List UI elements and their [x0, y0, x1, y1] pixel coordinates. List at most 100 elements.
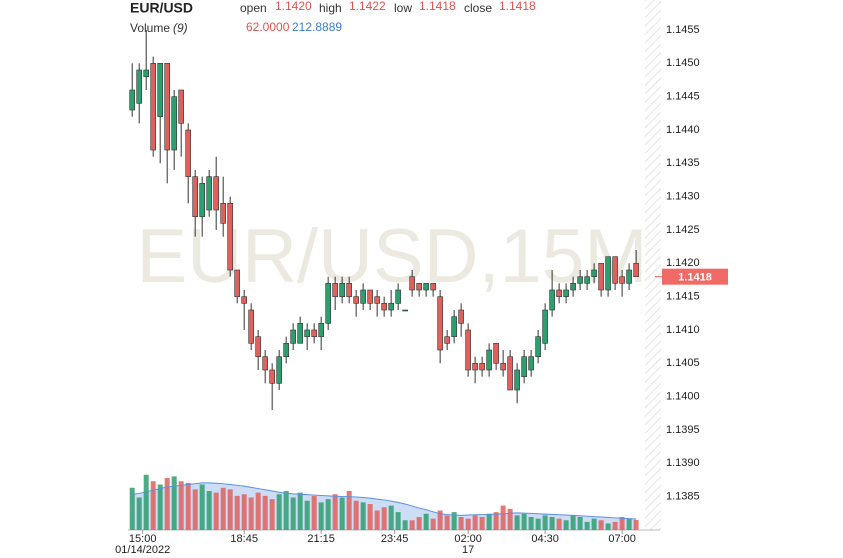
- volume-bar: [241, 494, 247, 530]
- volume-bar: [493, 512, 499, 530]
- y-tick-label: 1.1450: [666, 57, 700, 69]
- volume-bar: [269, 499, 275, 530]
- candle-body: [213, 176, 219, 211]
- volume-bar: [199, 484, 205, 530]
- candle-body: [171, 96, 177, 151]
- volume-bar: [346, 491, 352, 530]
- volume-bar: [563, 520, 569, 530]
- volume-bar: [297, 492, 303, 530]
- watermark-group: EUR/USD,15M: [137, 214, 648, 299]
- candle-body: [563, 289, 569, 297]
- candle-body: [619, 276, 625, 284]
- candle-body: [500, 363, 506, 371]
- volume-bar: [192, 489, 198, 530]
- y-tick-label: 1.1420: [666, 257, 700, 269]
- y-tick-label: 1.1395: [666, 424, 700, 436]
- x-tick-label: 18:45: [230, 533, 258, 545]
- candle-body: [192, 176, 198, 217]
- candle-body: [409, 276, 415, 291]
- volume-bar: [465, 518, 471, 530]
- y-tick-label: 1.1435: [666, 157, 700, 169]
- volume-bar: [304, 500, 310, 530]
- y-tick-label: 1.1425: [666, 224, 700, 236]
- candle-body: [528, 356, 534, 371]
- y-tick-label: 1.1430: [666, 191, 700, 203]
- volume-bar: [605, 523, 611, 530]
- candle-body: [360, 289, 366, 304]
- candle-body: [633, 263, 639, 277]
- volume-bar: [500, 505, 506, 530]
- candle-body: [451, 316, 457, 337]
- candle-body: [584, 276, 590, 284]
- y-tick-label: 1.1385: [666, 491, 700, 503]
- volume-bar: [157, 484, 163, 530]
- candle-body: [549, 289, 555, 311]
- volume-label: Volume: [130, 21, 170, 35]
- candle-body: [283, 343, 289, 357]
- volume-bar: [402, 520, 408, 530]
- volume-bar: [584, 521, 590, 530]
- candle-body: [507, 356, 513, 391]
- y-tick-label: 1.1400: [666, 391, 700, 403]
- x-tick-label: 07:00: [608, 533, 636, 545]
- candle-body: [598, 263, 604, 291]
- candle-body: [227, 203, 233, 271]
- y-tick-label: 1.1415: [666, 291, 700, 303]
- volume-bar: [178, 481, 184, 530]
- candle-body: [129, 89, 135, 111]
- candle-body: [290, 329, 296, 344]
- candle-body: [339, 283, 345, 297]
- candle-body: [612, 256, 618, 284]
- candle-body: [353, 296, 359, 304]
- close-value: 1.1418: [499, 0, 536, 13]
- volume-ma-value: 212.8889: [292, 20, 342, 34]
- candle-body: [591, 269, 597, 277]
- candle-body: [178, 89, 184, 124]
- candle-body: [206, 176, 212, 211]
- candle-body: [255, 336, 261, 357]
- volume-bar: [290, 497, 296, 530]
- x-tick-label: 23:45: [381, 533, 409, 545]
- candle-body: [423, 283, 429, 291]
- volume-bar: [542, 515, 548, 530]
- volume-bar: [549, 517, 555, 530]
- y-tick-label: 1.1390: [666, 457, 700, 469]
- high-value: 1.1422: [349, 0, 386, 13]
- candle-body: [325, 283, 331, 324]
- volume-bar: [248, 497, 254, 530]
- candle-body: [276, 356, 282, 384]
- volume-bar: [591, 518, 597, 530]
- x-tick-label: 21:15: [307, 533, 335, 545]
- candle-body: [570, 283, 576, 291]
- volume-bar: [164, 478, 170, 530]
- candle-body: [416, 283, 422, 291]
- candle-body: [346, 283, 352, 297]
- volume-bar: [136, 497, 142, 530]
- volume-bar: [514, 515, 520, 530]
- x-tick-label: 15:00: [129, 533, 157, 545]
- candle-body: [444, 336, 450, 344]
- last-price-box: [662, 268, 728, 285]
- candle-body: [486, 349, 492, 371]
- candle-body: [556, 289, 562, 297]
- volume-bar: [444, 515, 450, 530]
- symbol: EUR/USD: [130, 0, 193, 16]
- candle-body: [472, 363, 478, 371]
- x-tick-label: 04:30: [531, 533, 559, 545]
- volume-bar: [276, 494, 282, 530]
- candle-body: [150, 63, 156, 151]
- volume-bar: [185, 482, 191, 530]
- candle-body: [465, 329, 471, 371]
- volume-bar: [577, 517, 583, 530]
- candle-body: [220, 203, 226, 224]
- volume-bar: [381, 507, 387, 530]
- candle-body: [241, 296, 247, 304]
- candle-body: [388, 303, 394, 311]
- candle-body: [437, 296, 443, 351]
- candle-body: [143, 69, 149, 77]
- candle-body: [136, 69, 142, 104]
- candle-body: [430, 283, 436, 291]
- candle-body: [395, 289, 401, 304]
- scroll-zone: [645, 0, 661, 530]
